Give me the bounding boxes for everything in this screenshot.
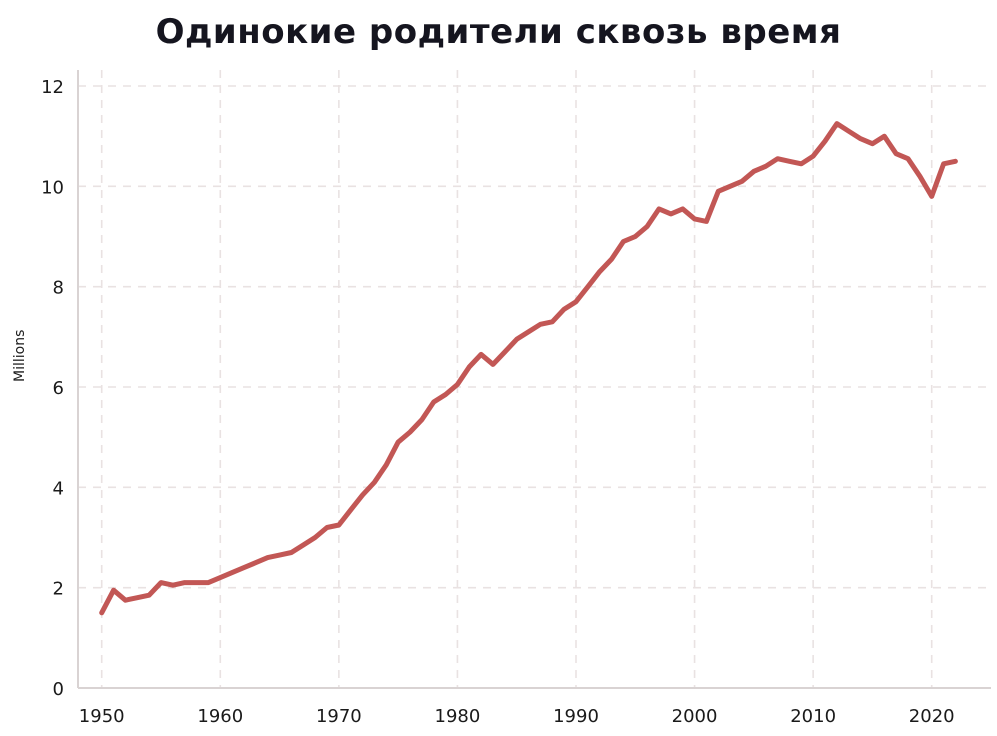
chart-title: Одинокие родители сквозь время: [155, 12, 842, 52]
y-tick-label: 10: [41, 177, 64, 198]
x-tick-label: 2010: [790, 706, 836, 727]
y-tick-label: 8: [53, 278, 64, 299]
x-tick-label: 1960: [197, 706, 243, 727]
x-tick-label: 1970: [316, 706, 362, 727]
x-tick-label: 2000: [672, 706, 718, 727]
x-tick-label: 2020: [909, 706, 955, 727]
y-tick-label: 6: [53, 378, 64, 399]
axis-lines: [77, 70, 991, 689]
x-tick-label: 1980: [435, 706, 481, 727]
y-axis-tick-labels: 0 2 4 6 8 10 12: [41, 77, 64, 700]
x-axis-tick-labels: 1950 1960 1970 1980 1990 2000 2010 2020: [79, 706, 955, 727]
y-tick-label: 4: [53, 478, 64, 499]
x-tick-label: 1950: [79, 706, 125, 727]
data-line-series: [99, 121, 958, 616]
x-tick-label: 1990: [553, 706, 599, 727]
gridlines: [78, 70, 991, 688]
y-tick-label: 12: [41, 77, 64, 98]
y-tick-label: 2: [53, 579, 64, 600]
y-tick-label: 0: [53, 679, 64, 700]
